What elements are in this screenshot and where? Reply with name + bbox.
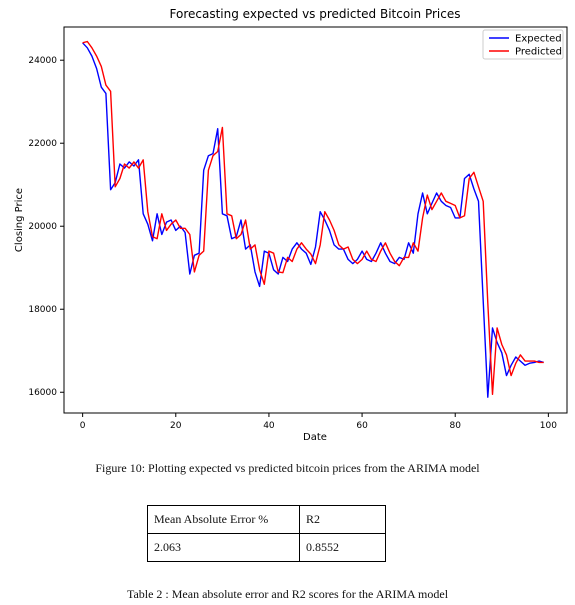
- header-mae: Mean Absolute Error %: [147, 505, 300, 534]
- header-r2: R2: [299, 505, 386, 534]
- cell-r2-value: 0.8552: [299, 533, 386, 562]
- y-axis: 16000 18000 20000 22000 24000: [28, 56, 64, 398]
- chart-title: Forecasting expected vs predicted Bitcoi…: [170, 7, 461, 21]
- x-tick-label: 100: [540, 421, 557, 431]
- x-tick-label: 20: [170, 421, 182, 431]
- line-chart: Forecasting expected vs predicted Bitcoi…: [14, 7, 568, 443]
- y-tick-label: 20000: [28, 222, 57, 232]
- table-header-row: Mean Absolute Error % R2: [147, 505, 386, 534]
- plot-frame: [63, 26, 568, 414]
- legend-label-expected: Expected: [515, 34, 562, 45]
- table-caption: Table 2 : Mean absolute error and R2 sco…: [126, 587, 449, 601]
- x-tick-label: 0: [80, 421, 86, 431]
- y-tick-label: 24000: [28, 56, 57, 66]
- y-tick-label: 22000: [28, 139, 57, 149]
- x-axis: 0 20 40 60 80 100: [80, 413, 557, 431]
- y-tick-label: 16000: [28, 388, 57, 398]
- series-line-predicted: [82, 40, 544, 395]
- y-axis-label: Closing Price: [14, 188, 25, 252]
- legend-label-predicted: Predicted: [515, 47, 562, 58]
- series-line-expected: [82, 42, 544, 398]
- legend: Expected Predicted: [482, 29, 564, 60]
- table-row: 2.063 0.8552: [147, 533, 386, 562]
- x-tick-label: 40: [263, 421, 275, 431]
- cell-mae-value: 2.063: [147, 533, 300, 562]
- x-axis-label: Date: [303, 432, 327, 443]
- metrics-table: Mean Absolute Error % R2 2.063 0.8552: [147, 505, 386, 562]
- x-tick-label: 80: [449, 421, 461, 431]
- y-tick-label: 18000: [28, 305, 57, 315]
- x-tick-label: 60: [356, 421, 368, 431]
- figure-caption: Figure 10: Plotting expected vs predicte…: [95, 461, 480, 475]
- series-lines: [82, 40, 544, 398]
